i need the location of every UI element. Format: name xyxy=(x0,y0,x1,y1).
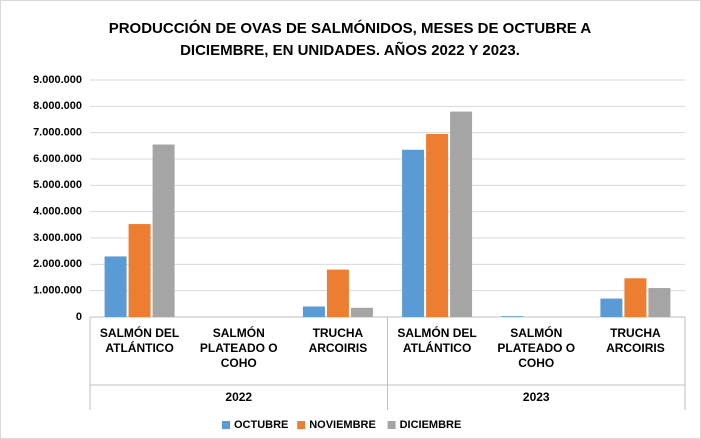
chart-title: PRODUCCIÓN DE OVAS DE SALMÓNIDOS, MESES … xyxy=(108,20,592,59)
legend-swatch xyxy=(222,421,230,429)
bar xyxy=(326,269,349,317)
y-tick-label: 0 xyxy=(76,311,82,323)
x-tick-label: SALMÓN PLATEADO O COHO xyxy=(497,326,576,370)
y-tick-label: 9.000.000 xyxy=(33,74,82,86)
bar xyxy=(450,111,473,317)
legend-label: DICIEMBRE xyxy=(400,419,462,431)
x-tick-label: SALMÓN DEL ATLÁNTICO xyxy=(397,326,477,355)
bar xyxy=(600,298,623,317)
bar xyxy=(302,306,325,317)
legend-swatch xyxy=(387,421,396,429)
bar xyxy=(426,133,449,317)
y-tick-label: 6.000.000 xyxy=(33,153,82,165)
y-tick-label: 8.000.000 xyxy=(33,100,82,112)
x-tick-label: SALMÓN PLATEADO O COHO xyxy=(199,326,278,370)
y-tick-label: 1.000.000 xyxy=(33,285,82,297)
legend-label: OCTUBRE xyxy=(234,419,288,431)
legend-label: NOVIEMBRE xyxy=(309,419,376,431)
x-tick-label: SALMÓN DEL ATLÁNTICO xyxy=(99,326,180,355)
y-tick-label: 7.000.000 xyxy=(33,127,82,139)
group-label: 2023 xyxy=(522,390,550,404)
legend-swatch xyxy=(297,421,306,429)
bar xyxy=(104,256,127,317)
y-tick-label: 4.000.000 xyxy=(33,206,82,218)
x-tick-label: TRUCHA ARCOIRIS xyxy=(308,326,368,355)
bar xyxy=(402,149,425,317)
y-tick-label: 2.000.000 xyxy=(33,258,82,270)
bar xyxy=(501,316,524,317)
bar xyxy=(648,288,671,317)
group-label: 2022 xyxy=(225,390,253,404)
y-tick-label: 3.000.000 xyxy=(33,232,82,244)
bar xyxy=(152,144,175,317)
bar xyxy=(624,278,647,317)
bar xyxy=(128,224,151,317)
bar xyxy=(350,307,373,317)
x-tick-label: TRUCHA ARCOIRIS xyxy=(606,326,665,355)
y-tick-label: 5.000.000 xyxy=(33,179,82,191)
